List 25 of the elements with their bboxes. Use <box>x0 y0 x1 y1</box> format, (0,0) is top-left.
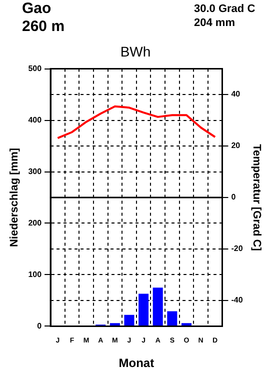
y2-tick-label: 20 <box>231 141 241 150</box>
bar <box>110 323 120 326</box>
y2-tick-label: -20 <box>231 244 244 254</box>
text: 204 mm <box>194 17 235 30</box>
bar <box>124 314 134 326</box>
chart-title: BWh <box>120 43 151 60</box>
bar <box>152 288 163 326</box>
text: 30.0 Grad C <box>194 3 256 16</box>
bar <box>167 311 178 326</box>
text: Gao <box>22 0 52 18</box>
y-tick-label: 300 <box>28 166 42 176</box>
y-axis-title: Niederschlag [mm] <box>8 148 21 248</box>
y2-tick-label: 0 <box>231 192 236 202</box>
bar <box>181 323 192 326</box>
x-axis-title: Monat <box>118 356 154 370</box>
text: 260 m <box>22 18 65 36</box>
y-tick-label: 500 <box>28 64 42 74</box>
y-tick-label: 0 <box>37 321 42 330</box>
y2-tick-label: -40 <box>231 296 244 305</box>
bar <box>138 294 149 326</box>
y2-axis-title: Temperatur [Grad C] <box>250 144 262 252</box>
y-tick-label: 400 <box>28 115 42 124</box>
y2-tick-label: 40 <box>231 90 241 99</box>
y-tick-label: 100 <box>28 270 42 279</box>
y-tick-label: 200 <box>28 218 42 228</box>
